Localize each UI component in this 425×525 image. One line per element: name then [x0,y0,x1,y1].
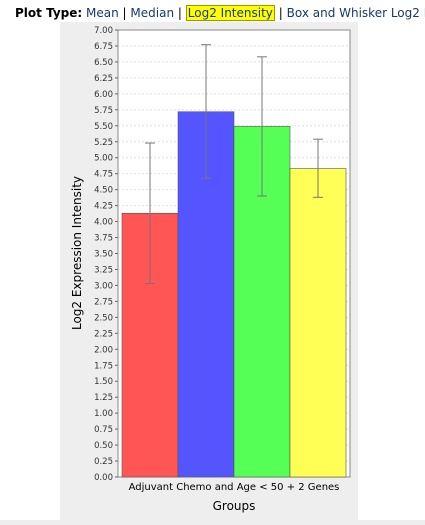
y-tick-label: 1.00 [94,409,113,419]
chart-panel: 0.00 0.25 0.50 0.75 1.00 1.25 1.50 1.75 2.00 2.25… [60,22,358,520]
separator: | [177,6,182,20]
plot-type-log2-intensity-link[interactable]: Log2 Intensity [185,5,275,21]
y-tick-label: 5.25 [94,138,113,148]
x-axis-label: Groups [213,499,256,513]
footer-strip [0,520,425,525]
y-tick-label: 2.00 [94,345,113,355]
y-tick-label: 3.50 [94,250,113,260]
plot-type-label: Plot Type: [15,6,83,20]
separator: | [122,6,127,20]
y-tick-label: 2.25 [94,329,113,339]
y-tick-label: 4.00 [94,218,113,228]
y-tick-label: 0.00 [94,473,113,483]
y-tick-label: 4.25 [94,202,113,212]
y-tick-label: 2.75 [94,297,113,307]
y-tick-label: 6.50 [94,58,113,68]
y-tick-label: 5.50 [94,122,113,132]
y-tick-label: 5.75 [94,106,113,116]
bar-4 [289,168,347,478]
y-tick-label: 6.75 [94,42,113,52]
plot-type-box-whisker-link[interactable]: Box and Whisker Log2 Intensity [286,6,425,20]
y-tick-label: 1.25 [94,393,113,403]
y-tick-label: 6.00 [94,90,113,100]
y-tick-label: 1.50 [94,377,113,387]
y-tick-label: 7.00 [94,26,113,36]
y-tick-label: 0.25 [94,457,113,467]
plot-type-mean-link[interactable]: Mean [86,6,119,20]
y-tick-label: 4.50 [94,186,113,196]
plot-type-selector: Plot Type: Mean | Median | Log2 Intensit… [15,5,425,21]
y-tick-label: 3.25 [94,265,113,275]
y-tick-label: 3.75 [94,234,113,244]
y-tick-label: 1.75 [94,361,113,371]
y-tick-label: 0.50 [94,441,113,451]
y-tick-label: 0.75 [94,425,113,435]
x-category-label: Adjuvant Chemo and Age < 50 + 2 Genes [129,482,340,493]
y-tick-label: 3.00 [94,281,113,291]
y-axis-label: Log2 Expression Intensity [70,176,84,330]
error-bars [145,44,323,285]
y-tick-label: 2.50 [94,313,113,323]
y-tick-label: 6.25 [94,74,113,84]
separator: | [278,6,283,20]
bar-chart: 0.00 0.25 0.50 0.75 1.00 1.25 1.50 1.75 2.00 2.25… [70,26,351,513]
y-axis-ticks: 0.00 0.25 0.50 0.75 1.00 1.25 1.50 1.75 2.00 2.25… [94,26,118,483]
y-tick-label: 5.00 [94,154,113,164]
y-tick-label: 4.75 [94,170,113,180]
plot-type-median-link[interactable]: Median [130,6,175,20]
